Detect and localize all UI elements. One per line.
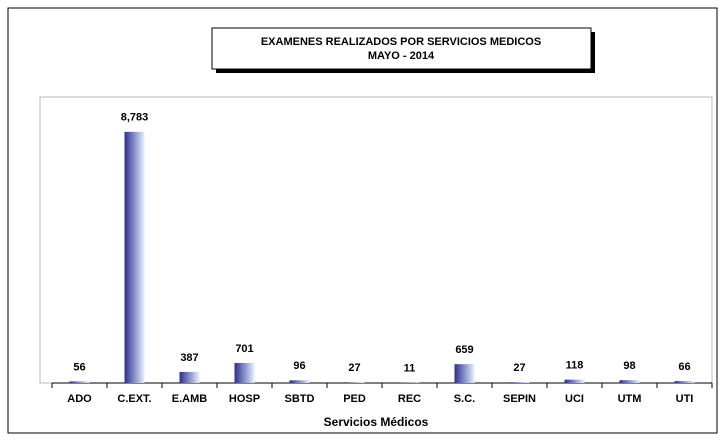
- chart-title: EXAMENES REALIZADOS POR SERVICIOS MEDICO…: [261, 36, 541, 48]
- chart-subtitle: MAYO - 2014: [368, 50, 435, 62]
- x-tick-label: ADO: [67, 393, 92, 405]
- x-tick-label: S.C.: [454, 393, 475, 405]
- value-label: 96: [293, 360, 305, 372]
- bar: [234, 362, 255, 383]
- bar: [564, 379, 585, 383]
- bar: [509, 382, 530, 383]
- x-tick-label: SEPIN: [503, 393, 536, 405]
- value-label: 8,783: [121, 112, 149, 124]
- value-label: 27: [513, 362, 525, 374]
- x-tick-label: PED: [343, 393, 366, 405]
- x-tick-label: HOSP: [229, 393, 260, 405]
- bar: [344, 382, 365, 383]
- bar: [674, 381, 695, 383]
- value-label: 11: [404, 363, 416, 375]
- x-tick-label: C.EXT.: [117, 393, 151, 405]
- x-tick-label: UCI: [565, 393, 584, 405]
- value-label: 387: [180, 352, 198, 364]
- x-tick-label: REC: [398, 393, 421, 405]
- bar: [619, 380, 640, 383]
- value-label: 98: [623, 360, 635, 372]
- bar: [179, 371, 200, 383]
- x-tick-label: UTM: [618, 393, 642, 405]
- value-label: 56: [73, 361, 85, 373]
- value-label: 27: [348, 362, 360, 374]
- title-box: [211, 27, 592, 70]
- bar: [454, 364, 475, 383]
- x-tick-label: UTI: [676, 393, 694, 405]
- value-label: 118: [566, 360, 584, 372]
- bar: [289, 380, 310, 383]
- x-axis-label: Servicios Médicos: [324, 415, 429, 429]
- x-tick-label: SBTD: [285, 393, 315, 405]
- value-label: 701: [235, 343, 253, 355]
- value-label: 66: [678, 361, 690, 373]
- bar: [124, 131, 145, 383]
- value-label: 659: [455, 344, 473, 356]
- x-tick-label: E.AMB: [172, 393, 208, 405]
- bar: [69, 381, 90, 383]
